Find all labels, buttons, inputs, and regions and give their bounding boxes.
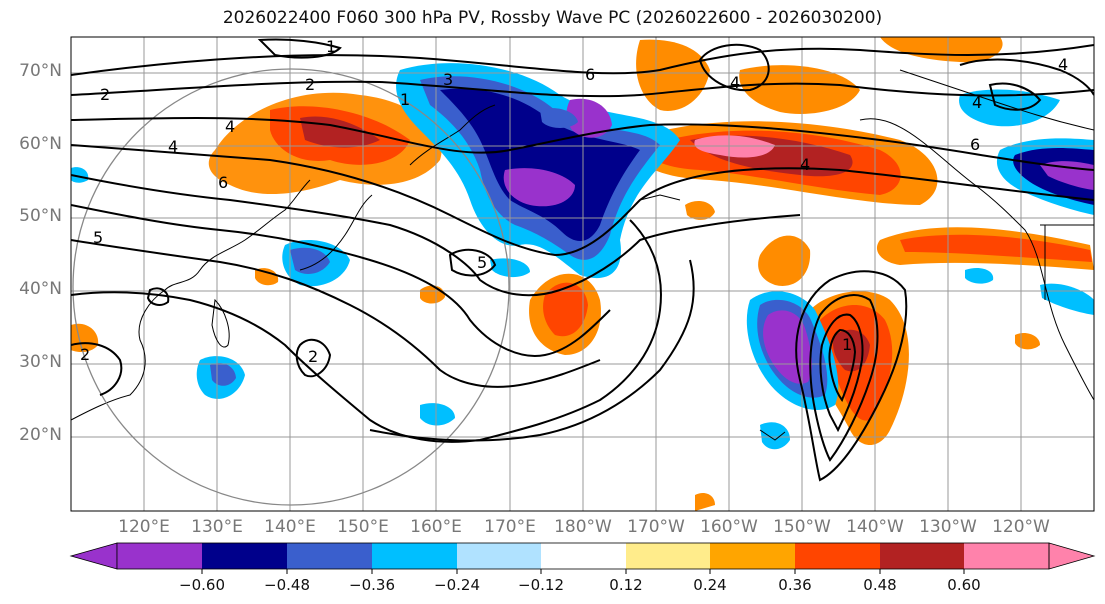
colorbar-segment xyxy=(457,543,541,569)
map-title: 2026022400 F060 300 hPa PV, Rossby Wave … xyxy=(222,8,883,28)
contour-label: 6 xyxy=(218,173,228,192)
colorbar-segment xyxy=(202,543,287,569)
lon-label: 150°W xyxy=(773,517,831,537)
lon-label: 140°E xyxy=(264,517,316,537)
negative-anomaly-shading xyxy=(71,63,1094,450)
lat-label: 50°N xyxy=(19,206,62,226)
colorbar-tick-label: −0.60 xyxy=(179,576,225,594)
colorbar-tick-label: −0.36 xyxy=(349,576,395,594)
colorbar-segment xyxy=(372,543,457,569)
colorbar-tick-label: 0.24 xyxy=(693,576,727,594)
lon-label: 120°W xyxy=(992,517,1050,537)
contour-label: 4 xyxy=(800,155,810,174)
lon-label: 160°E xyxy=(410,517,462,537)
contour-label: 3 xyxy=(443,70,453,89)
contour-label: 2 xyxy=(305,75,315,94)
lon-label: 170°E xyxy=(484,517,536,537)
colorbar xyxy=(69,542,1096,574)
colorbar-tick-label: 0.12 xyxy=(609,576,643,594)
contour-label: 6 xyxy=(585,65,595,84)
map-content: 2 2 4 4 6 5 1 3 1 6 4 4 4 4 6 5 2 2 1 xyxy=(71,37,1094,511)
lat-label: 70°N xyxy=(19,61,62,81)
contour-label: 1 xyxy=(400,90,410,109)
lat-label: 40°N xyxy=(19,279,62,299)
colorbar-min-arrow xyxy=(69,542,118,570)
lon-label: 170°W xyxy=(627,517,685,537)
colorbar-tick-label: −0.48 xyxy=(264,576,310,594)
lon-label: 160°W xyxy=(700,517,758,537)
colorbar-tick-label: 0.36 xyxy=(778,576,812,594)
colorbar-segment xyxy=(287,543,372,569)
colorbar-tick-label: 0.48 xyxy=(863,576,897,594)
map-frame xyxy=(70,36,1095,512)
colorbar-segment xyxy=(710,543,795,569)
colorbar-tick-label: −0.24 xyxy=(434,576,480,594)
contour-label: 4 xyxy=(225,117,235,136)
contour-label: 5 xyxy=(93,228,103,247)
contour-label: 2 xyxy=(80,345,90,364)
colorbar-segment xyxy=(541,543,626,569)
colorbar-tick-label: −0.12 xyxy=(518,576,564,594)
colorbar-segment xyxy=(880,543,964,569)
analysis-circle xyxy=(72,68,510,506)
colorbar-frame xyxy=(116,542,1050,570)
lat-label: 30°N xyxy=(19,352,62,372)
lat-label: 20°N xyxy=(19,425,62,445)
contour-label: 1 xyxy=(326,37,336,56)
contour-label: 1 xyxy=(842,335,852,354)
coastlines xyxy=(71,69,1094,441)
lon-label: 130°W xyxy=(919,517,977,537)
colorbar-max-arrow xyxy=(1048,542,1096,570)
contour-label: 4 xyxy=(1058,55,1068,74)
lat-label: 60°N xyxy=(19,134,62,154)
lon-label: 150°E xyxy=(337,517,389,537)
contour-label: 2 xyxy=(100,85,110,104)
colorbar-segment xyxy=(964,543,1049,569)
colorbar-tick-label: 0.60 xyxy=(947,576,981,594)
colorbar-segment xyxy=(117,543,202,569)
contour-label: 5 xyxy=(477,253,487,272)
lon-label: 130°E xyxy=(191,517,243,537)
colorbar-segment xyxy=(626,543,710,569)
contour-labels: 2 2 4 4 6 5 1 3 1 6 4 4 4 4 6 5 2 2 1 xyxy=(80,37,1068,366)
contour-label: 4 xyxy=(168,137,178,156)
pv-contours xyxy=(71,38,1094,482)
contour-label: 2 xyxy=(308,347,318,366)
lon-label: 120°E xyxy=(118,517,170,537)
contour-label: 4 xyxy=(972,93,982,112)
colorbar-segment xyxy=(795,543,880,569)
contour-label: 4 xyxy=(730,73,740,92)
contour-label: 6 xyxy=(970,135,980,154)
lon-label: 180°W xyxy=(554,517,612,537)
lon-label: 140°W xyxy=(846,517,904,537)
